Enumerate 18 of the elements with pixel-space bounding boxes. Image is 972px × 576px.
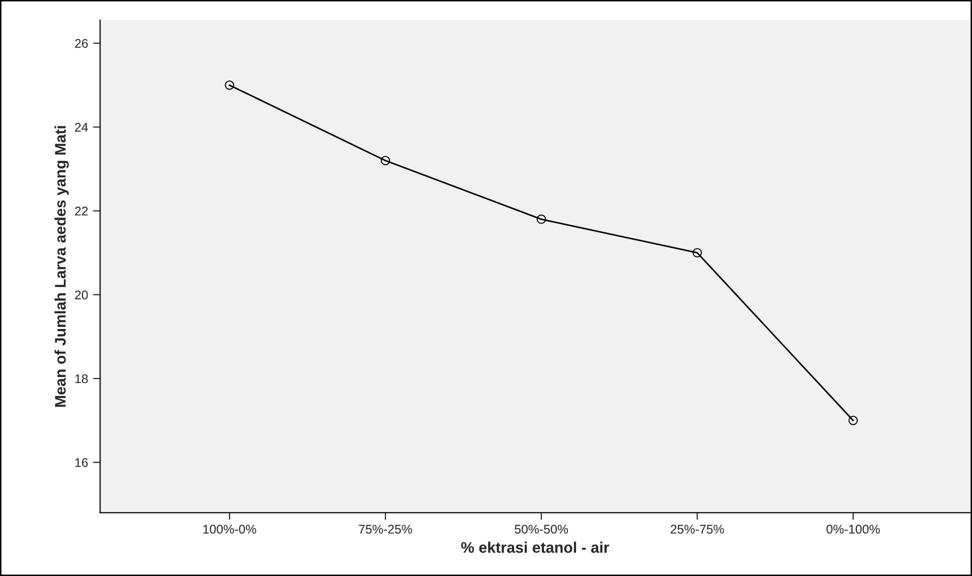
y-tick-label: 24 (75, 122, 88, 132)
y-axis-title: Mean of Jumlah Larva aedes yang Mati (54, 126, 69, 407)
x-tick-label: 100%-0% (203, 524, 256, 534)
x-tick-label: 50%-50% (514, 524, 568, 534)
point (692, 248, 702, 258)
y-tick-label: 16 (75, 458, 88, 467)
point (224, 80, 234, 90)
x-tick-label: 0%-100% (826, 524, 880, 534)
y-tick-label: 18 (75, 374, 88, 384)
x-axis-title: % ektrasi etanol - air (461, 542, 610, 553)
point (380, 156, 390, 166)
x-tick-label: 25%-75% (670, 524, 724, 534)
y-tick-label: 22 (75, 206, 88, 216)
y-tick-label: 20 (75, 290, 88, 300)
point (848, 416, 858, 426)
x-tick-label: 75%-25% (358, 524, 412, 534)
point (536, 214, 546, 224)
y-tick-label: 26 (75, 39, 88, 48)
